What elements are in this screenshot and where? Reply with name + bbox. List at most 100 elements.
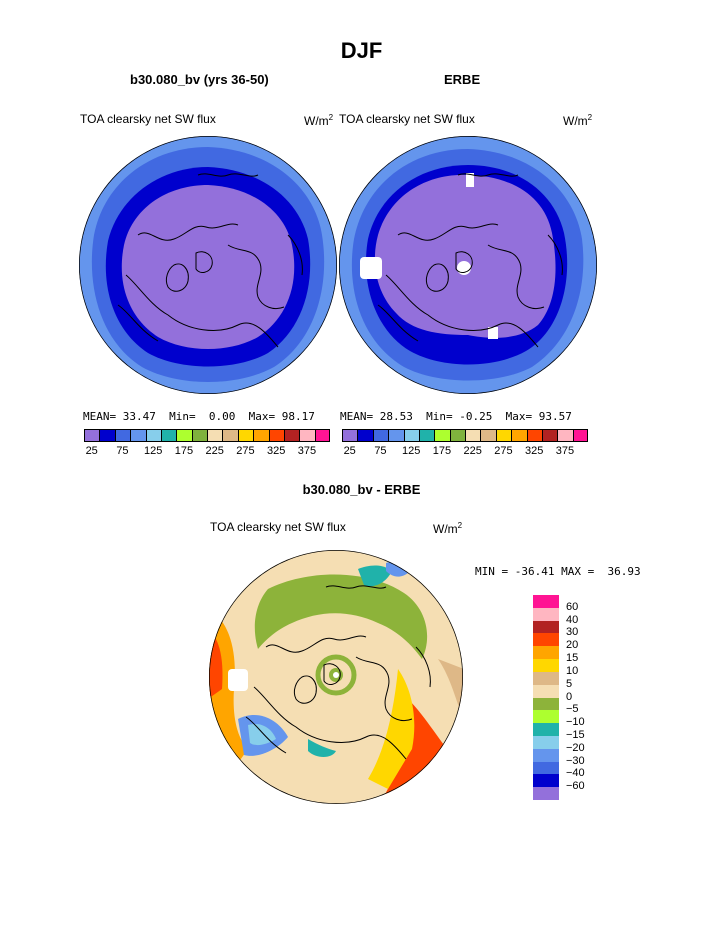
obs-units-text: W/m xyxy=(563,114,588,128)
obs-min: -0.25 xyxy=(459,410,493,423)
model-max: 98.17 xyxy=(281,410,315,423)
diff-colorbar-swatch xyxy=(533,659,559,672)
obs-mean: 28.53 xyxy=(379,410,413,423)
obs-coastlines xyxy=(377,173,563,348)
obs-colorbar xyxy=(342,429,588,442)
obs-colorbar-swatch xyxy=(557,429,573,442)
diff-colorbar xyxy=(533,595,559,800)
obs-colorbar-tick: 275 xyxy=(494,445,513,457)
obs-colorbar-swatch xyxy=(342,429,358,442)
model-colorbar-swatch xyxy=(253,429,269,442)
diff-colorbar-tick: 20 xyxy=(566,639,579,652)
obs-colorbar-swatch xyxy=(418,429,435,442)
diff-colorbar-swatch xyxy=(533,620,559,634)
diff-colorbar-tick: 40 xyxy=(566,613,579,626)
model-max-label: Max= xyxy=(248,410,276,423)
model-colorbar xyxy=(84,429,330,442)
diff-colorbar-swatch xyxy=(533,774,559,788)
model-colorbar-tick: 375 xyxy=(297,445,317,457)
obs-units-label: W/m2 xyxy=(563,113,592,128)
model-units-label: W/m2 xyxy=(304,113,333,128)
obs-colorbar-swatch xyxy=(526,429,542,442)
obs-colorbar-swatch xyxy=(372,429,389,442)
obs-units-sup: 2 xyxy=(587,113,593,122)
model-colorbar-swatch xyxy=(314,429,330,442)
model-colorbar-swatch xyxy=(268,429,284,442)
model-colorbar-tick: 175 xyxy=(174,445,194,457)
obs-colorbar-tick: 325 xyxy=(525,445,544,457)
model-zone-25 xyxy=(121,185,295,349)
model-min: 0.00 xyxy=(208,410,236,423)
model-colorbar-swatch xyxy=(237,429,254,442)
diff-colorbar-tick: −15 xyxy=(566,728,585,741)
obs-colorbar-tick: 25 xyxy=(343,445,356,457)
obs-colorbar-tick: 225 xyxy=(463,445,482,457)
diff-colorbar-swatch xyxy=(533,787,559,800)
obs-zone-25 xyxy=(374,174,556,338)
model-colorbar-swatch xyxy=(99,429,115,442)
model-colorbar-ticks: 25 75 125 175 225 275 325 375 xyxy=(84,445,330,459)
diff-colorbar-tick: −60 xyxy=(566,780,585,793)
model-colorbar-swatch xyxy=(283,429,300,442)
diff-colorbar-tick: −5 xyxy=(566,703,579,716)
diff-colorbar-tick: −40 xyxy=(566,767,585,780)
diff-colorbar-swatch xyxy=(533,723,559,736)
diff-colorbar-swatch xyxy=(533,748,559,762)
diff-polar-map xyxy=(209,550,463,804)
diff-panel-title: b30.080_bv - ERBE xyxy=(302,482,421,497)
figure-title: DJF xyxy=(340,38,383,63)
obs-panel-title: ERBE xyxy=(444,72,481,87)
obs-colorbar-tick: 75 xyxy=(374,445,387,457)
obs-missing-patch-1 xyxy=(360,257,382,279)
diff-units-sup: 2 xyxy=(457,521,463,530)
model-colorbar-swatch xyxy=(114,429,131,442)
diff-colorbar-swatch xyxy=(533,697,559,711)
diff-variable-label: TOA clearsky net SW flux xyxy=(210,520,346,534)
obs-colorbar-swatch xyxy=(572,429,588,442)
model-colorbar-swatch xyxy=(130,429,146,442)
diff-units-label: W/m2 xyxy=(433,521,462,536)
obs-max-label: Max= xyxy=(505,410,533,423)
obs-colorbar-tick: 375 xyxy=(555,445,575,457)
diff-colorbar-swatch xyxy=(533,761,559,775)
diff-coastlines xyxy=(245,585,431,760)
model-stats: MEAN= 33.47 Min= 0.00 Max= 98.17 xyxy=(83,410,315,423)
obs-colorbar-swatch xyxy=(449,429,465,442)
model-colorbar-swatch xyxy=(299,429,315,442)
model-colorbar-swatch xyxy=(191,429,207,442)
obs-max: 93.57 xyxy=(538,410,572,423)
obs-missing-patch-3 xyxy=(488,327,498,339)
diff-colorbar-swatch xyxy=(533,646,559,660)
diff-units-text: W/m xyxy=(433,522,458,536)
diff-zone-neg-ring xyxy=(254,574,428,659)
model-colorbar-swatch xyxy=(145,429,161,442)
diff-zone-pos-right-weak xyxy=(368,669,415,789)
diff-minmax: MIN = -36.41 MAX = 36.93 xyxy=(475,565,641,578)
diff-missing-patch xyxy=(228,669,248,691)
obs-colorbar-swatch xyxy=(357,429,373,442)
model-colorbar-tick: 25 xyxy=(85,445,98,457)
diff-colorbar-swatch xyxy=(533,684,559,698)
model-colorbar-swatch xyxy=(207,429,223,442)
diff-zone-neg-teal xyxy=(358,565,392,587)
obs-colorbar-swatch xyxy=(480,429,496,442)
model-mean-label: MEAN= xyxy=(83,410,117,423)
model-colorbar-tick: 125 xyxy=(144,445,163,457)
obs-variable-label: TOA clearsky net SW flux xyxy=(339,112,475,126)
diff-colorbar-swatch xyxy=(533,710,559,724)
diff-colorbar-swatch xyxy=(533,633,559,647)
diff-colorbar-tick: −10 xyxy=(566,716,585,729)
obs-colorbar-swatch xyxy=(388,429,404,442)
obs-colorbar-ticks: 25 75 125 175 225 275 325 375 xyxy=(342,445,588,459)
diff-colorbar-swatch xyxy=(533,735,559,749)
model-mean: 33.47 xyxy=(122,410,156,423)
diff-colorbar-tick: 0 xyxy=(566,690,573,703)
model-colorbar-tick: 75 xyxy=(116,445,129,457)
diff-colorbar-ticks: 60 40 30 20 15 10 5 0 −5 −10 −15 −20 −30 −40 −60 xyxy=(566,595,606,800)
diff-zone-tan xyxy=(438,659,463,719)
obs-mean-label: MEAN= xyxy=(340,410,374,423)
diff-colorbar-swatch xyxy=(533,607,559,621)
obs-colorbar-swatch xyxy=(495,429,512,442)
model-colorbar-swatch xyxy=(222,429,238,442)
obs-colorbar-swatch xyxy=(541,429,558,442)
